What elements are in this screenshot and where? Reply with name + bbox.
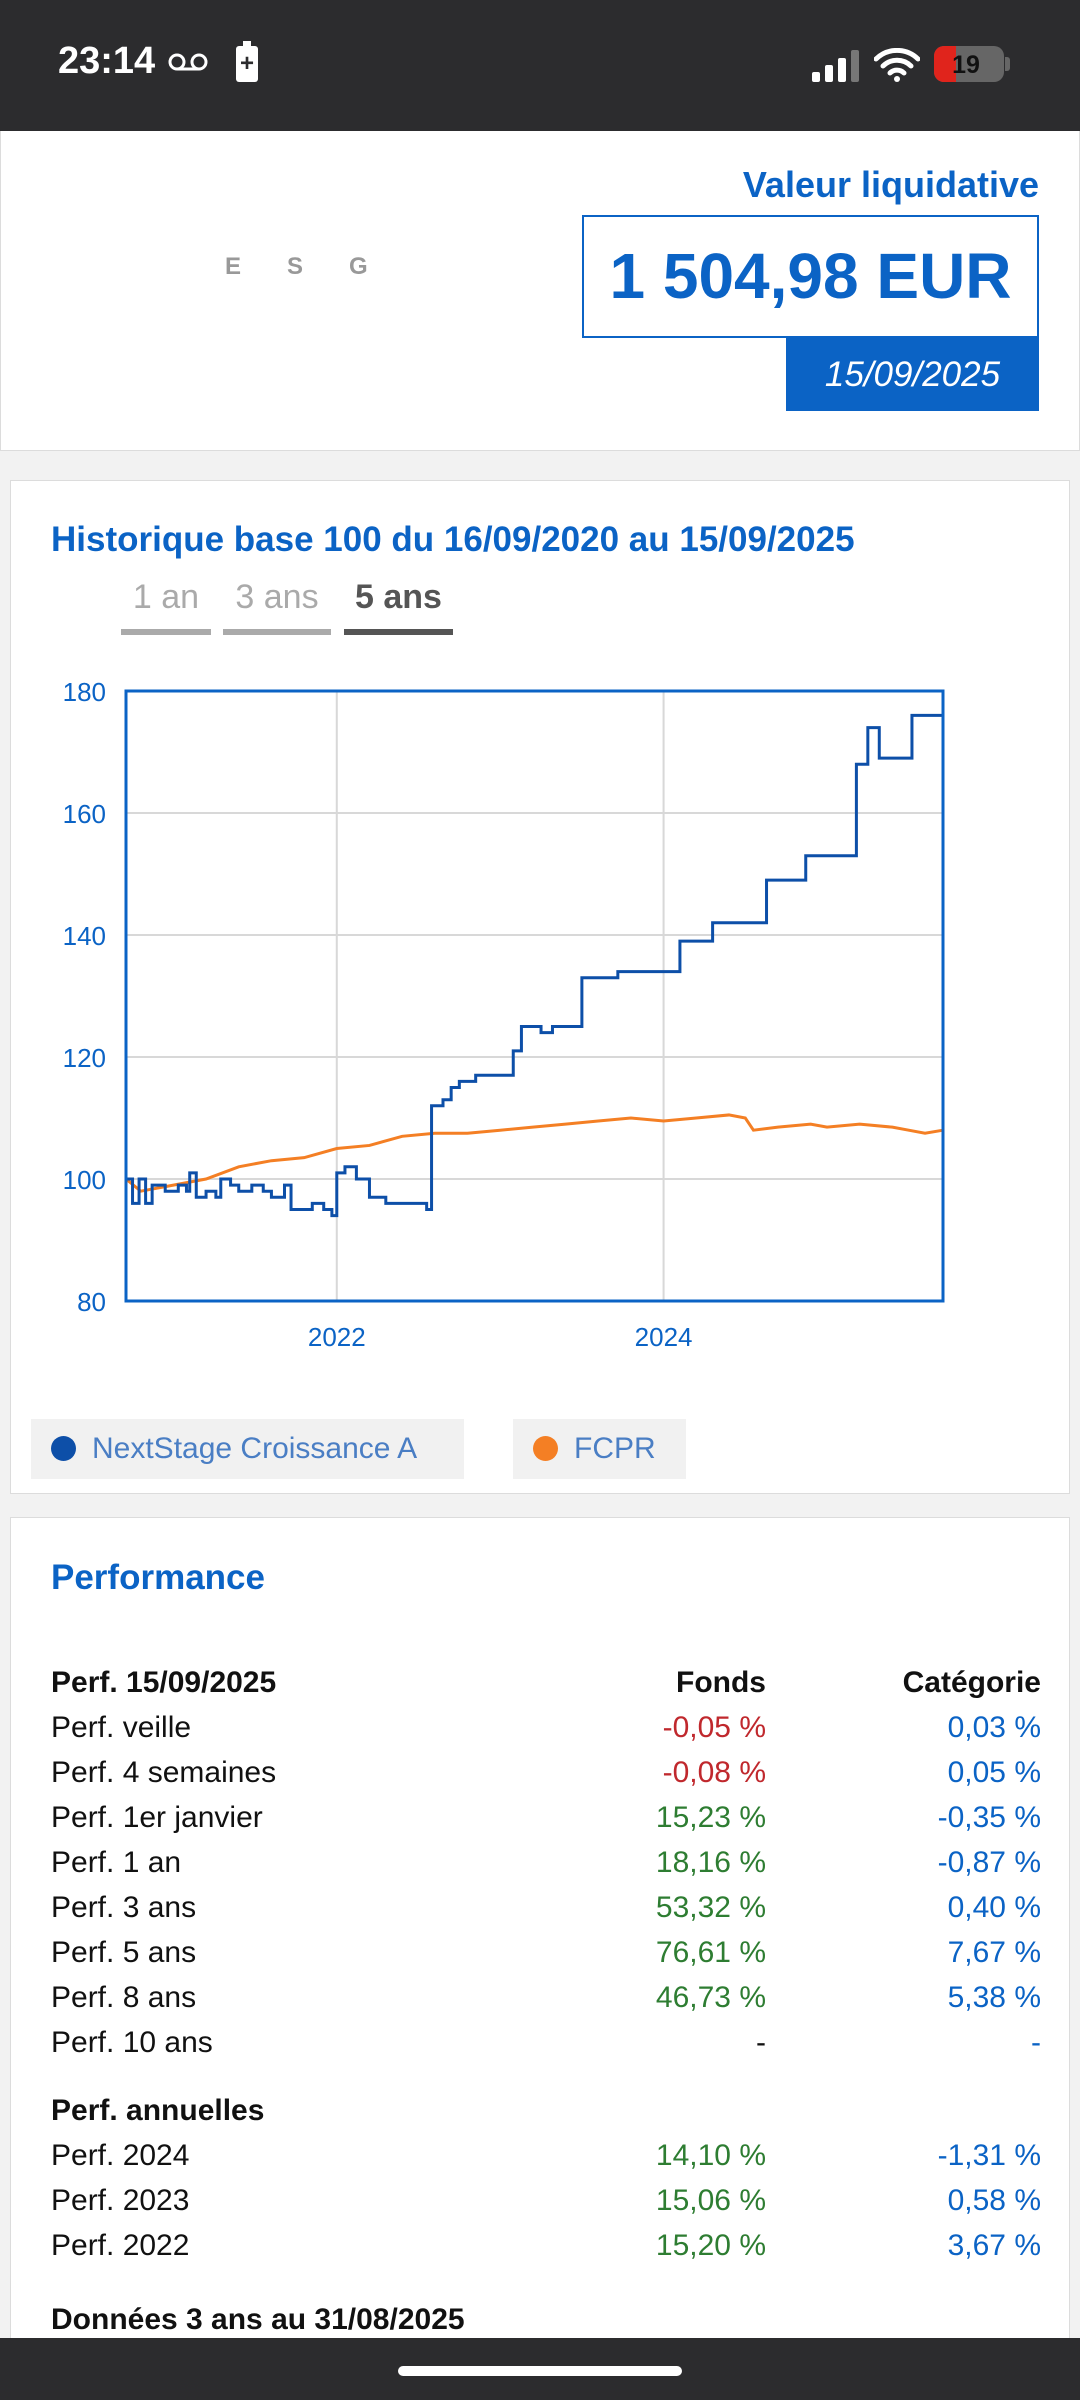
perf-row: Perf. 1er janvier 15,23 % -0,35 % [51,1801,1041,1846]
perf-row-categorie: 0,05 % [947,1756,1041,1789]
perf-row-fonds: 18,16 % [655,1846,766,1879]
legend-label-fcpr: FCPR [574,1432,656,1465]
legend-label-nextstage: NextStage Croissance A [92,1432,418,1465]
next-section-label: Données 3 ans au 31/08/2025 [51,2303,465,2336]
battery-saver-icon: + [236,41,258,82]
system-nav-bar [0,2338,1080,2400]
performance-title: Performance [51,1558,265,1597]
y-tick-label: 100 [63,1165,106,1195]
perf-row-label: Perf. 1er janvier [51,1801,263,1834]
perf-row-label: Perf. 10 ans [51,2026,213,2059]
x-tick-label: 2024 [635,1322,693,1352]
perf-row: Perf. 2023 15,06 % 0,58 % [51,2184,1041,2229]
perf-row-label: Perf. 5 ans [51,1936,197,1969]
tab-3-ans[interactable]: 3 ans [223,578,331,635]
annual-header-row: Perf. annuelles [51,2094,1041,2139]
perf-row-label: Perf. 3 ans [51,1891,197,1924]
y-tick-label: 160 [63,799,106,829]
perf-row-label: Perf. 2023 [51,2184,190,2217]
home-indicator[interactable] [398,2366,682,2376]
nav-label: Valeur liquidative [742,164,1039,205]
perf-row-fonds: - [756,2026,766,2059]
legend-item-fcpr[interactable]: FCPR [513,1419,686,1479]
perf-row-fonds: 15,20 % [655,2229,766,2262]
performance-card: Performance Perf. 15/09/2025 Fonds Catég… [10,1517,1070,2400]
perf-row-fonds: 15,06 % [655,2184,766,2217]
perf-row-label: Perf. 4 semaines [51,1756,277,1789]
nav-date: 15/09/2025 [786,338,1039,411]
perf-row-fonds: 53,32 % [655,1891,766,1924]
history-card: Historique base 100 du 16/09/2020 au 15/… [10,480,1070,1494]
y-tick-label: 80 [77,1287,106,1317]
perf-row: Perf. 3 ans 53,32 % 0,40 % [51,1891,1041,1936]
nav-value: 1 504,98 EUR [582,215,1039,338]
perf-row-fonds: 46,73 % [655,1981,766,2014]
plot-border [124,689,945,1303]
perf-header-row: Perf. 15/09/2025 Fonds Catégorie [51,1666,1041,1711]
perf-row-categorie: - [1031,2026,1041,2059]
perf-row: Perf. 8 ans 46,73 % 5,38 % [51,1981,1041,2026]
esg-letter-g: G [349,253,368,280]
perf-row-categorie: 0,58 % [947,2184,1041,2217]
perf-row: Perf. 5 ans 76,61 % 7,67 % [51,1936,1041,1981]
esg-letter-s: S [287,253,304,280]
legend-item-nextstage[interactable]: NextStage Croissance A [31,1419,464,1479]
perf-row-fonds: 14,10 % [655,2139,766,2172]
y-tick-label: 140 [63,921,106,951]
battery-icon: 19 [934,46,1004,82]
voicemail-icon [168,53,208,71]
perf-row-categorie: 3,67 % [947,2229,1041,2262]
perf-row-categorie: -0,35 % [937,1801,1041,1834]
perf-row-fonds: 76,61 % [655,1936,766,1969]
perf-row-label: Perf. 1 an [51,1846,182,1879]
status-bar: 23:14 + 19 [0,0,1080,131]
perf-row: Perf. 2022 15,20 % 3,67 % [51,2229,1041,2274]
battery-level: 19 [952,51,980,79]
perf-row: Perf. 1 an 18,16 % -0,87 % [51,1846,1041,1891]
perf-row-fonds: -0,05 % [662,1711,766,1744]
y-tick-label: 120 [63,1043,106,1073]
perf-row-categorie: 7,67 % [947,1936,1041,1969]
perf-row: Perf. 10 ans - - [51,2026,1041,2071]
perf-row: Perf. 4 semaines -0,08 % 0,05 % [51,1756,1041,1801]
perf-header-fonds: Fonds [676,1666,766,1699]
x-tick-label: 2022 [308,1322,366,1352]
annual-header-label: Perf. annuelles [51,2094,265,2127]
perf-row-label: Perf. 2024 [51,2139,190,2172]
y-tick-label: 180 [63,677,106,707]
perf-row-categorie: -1,31 % [937,2139,1041,2172]
history-title: Historique base 100 du 16/09/2020 au 15/… [51,520,855,559]
perf-row-label: Perf. veille [51,1711,192,1744]
series-line-fcpr [125,1113,944,1193]
perf-row-categorie: 5,38 % [947,1981,1041,2014]
series-line-nextstage-croissance-a [126,713,943,1218]
perf-row-fonds: -0,08 % [662,1756,766,1789]
perf-header-label: Perf. 15/09/2025 [51,1666,277,1699]
next-section-title: Données 3 ans au 31/08/2025 [51,2303,1041,2348]
tab-5-ans[interactable]: 5 ans [344,578,453,635]
esg-letter-e: E [225,253,242,280]
perf-row-label: Perf. 8 ans [51,1981,197,2014]
legend-dot-nextstage [51,1436,76,1461]
legend-dot-fcpr [533,1436,558,1461]
perf-row: Perf. 2024 14,10 % -1,31 % [51,2139,1041,2184]
perf-header-cat: Catégorie [902,1666,1041,1699]
history-chart: 80 100 120 140 160 180 2022 2024 [63,677,945,1352]
tab-1-an[interactable]: 1 an [121,578,211,635]
perf-row-categorie: -0,87 % [937,1846,1041,1879]
wifi-icon [874,48,920,82]
signal-icon [812,50,859,82]
perf-row-label: Perf. 2022 [51,2229,190,2262]
perf-row-fonds: 15,23 % [655,1801,766,1834]
perf-row-categorie: 0,03 % [947,1711,1041,1744]
clock: 23:14 [58,40,156,82]
perf-row: Perf. veille -0,05 % 0,03 % [51,1711,1041,1756]
perf-row-categorie: 0,40 % [947,1891,1041,1924]
